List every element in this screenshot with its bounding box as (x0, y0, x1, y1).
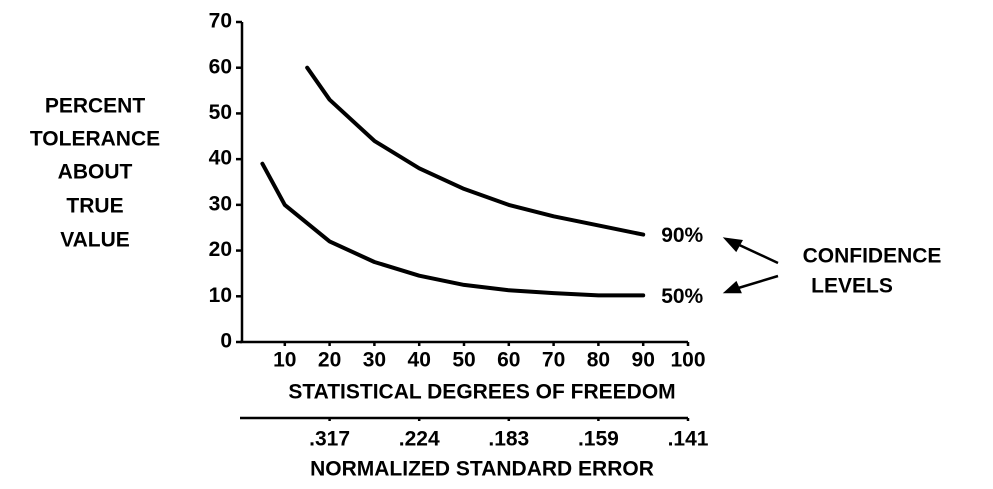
y-tick-label: 50 (209, 101, 232, 124)
x-tick-label: 60 (497, 349, 520, 372)
arrow-head (722, 237, 743, 253)
line (305, 65, 646, 237)
arrow-line (734, 241, 779, 265)
x-tick-label: 70 (542, 349, 565, 372)
x-tick-label: 20 (318, 349, 341, 372)
legend-label: 90% (661, 224, 703, 247)
x-tick-label: 90 (632, 349, 655, 372)
y-axis-label: PERCENT (45, 95, 146, 118)
y-axis-label: TRUE (66, 195, 123, 218)
x-tick-label: 50 (452, 349, 475, 372)
y-tick-label: 40 (209, 147, 232, 170)
x2-tick-label: .183 (488, 428, 529, 451)
legend-label: 50% (661, 285, 703, 308)
x2-tick-label: .141 (668, 428, 709, 451)
x-tick-label: 10 (273, 349, 296, 372)
x-axis-label: STATISTICAL DEGREES OF FREEDOM (288, 381, 675, 404)
x-tick-label: 100 (670, 349, 705, 372)
x2-axis-label: NORMALIZED STANDARD ERROR (310, 458, 654, 481)
annotation: CONFIDENCE (803, 245, 942, 268)
y-tick-label: 70 (209, 10, 232, 33)
y-axis-label: ABOUT (58, 161, 133, 184)
y-tick-label: 0 (220, 330, 232, 353)
line (260, 161, 646, 298)
x2-tick-label: .224 (399, 428, 440, 451)
x-tick-label: 40 (408, 349, 431, 372)
y-axis-label: TOLERANCE (30, 128, 160, 151)
x2-tick-label: .317 (309, 428, 350, 451)
y-tick-label: 60 (209, 55, 232, 78)
arrow-head (722, 280, 742, 294)
arrow-line (734, 274, 779, 291)
y-axis-label: VALUE (60, 229, 130, 252)
x-tick-label: 30 (363, 349, 386, 372)
y-tick-label: 30 (209, 192, 232, 215)
y-tick-label: 10 (209, 284, 232, 307)
annotation: LEVELS (811, 275, 893, 298)
x2-tick-label: .159 (578, 428, 619, 451)
y-tick-label: 20 (209, 238, 232, 261)
annotation-arrows (722, 237, 779, 294)
x-tick-label: 80 (587, 349, 610, 372)
